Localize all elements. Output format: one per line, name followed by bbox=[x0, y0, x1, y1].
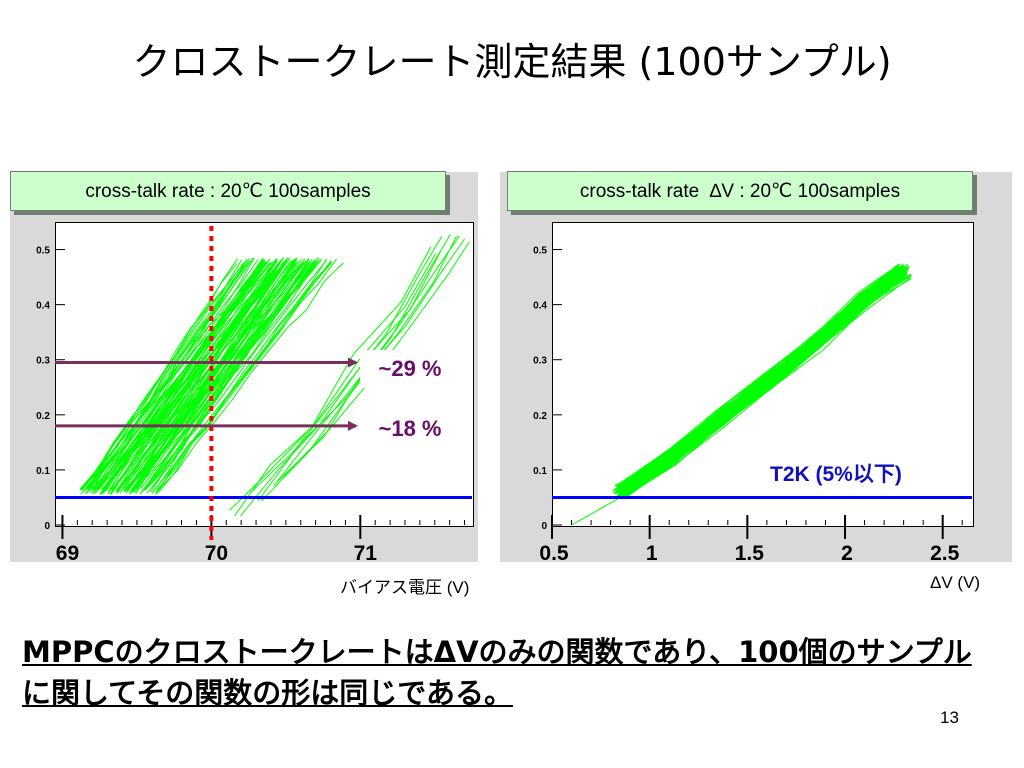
right-sample-curve bbox=[624, 278, 912, 498]
right-y-tick-label: 0 bbox=[541, 521, 547, 532]
right-y-tick-label: 0.1 bbox=[533, 466, 547, 477]
right-x-tick-label: 2 bbox=[841, 542, 853, 565]
left-chart-title: cross-talk rate : 20℃ 100samples bbox=[10, 171, 446, 211]
left-sample-curve bbox=[111, 257, 284, 491]
left-sample-curve bbox=[86, 261, 250, 493]
right-y-tick-label: 0.3 bbox=[533, 356, 547, 367]
left-sample-curve bbox=[152, 258, 338, 493]
left-sample-curve bbox=[150, 258, 310, 493]
right-sample-curve bbox=[619, 276, 905, 499]
annotation-29-percent: ~29 % bbox=[360, 350, 460, 388]
right-x-tick-label: 2.5 bbox=[930, 542, 960, 565]
right-y-tick-label: 0.4 bbox=[533, 301, 547, 312]
annotation-18-percent: ~18 % bbox=[360, 410, 460, 448]
left-x-tick-label: 71 bbox=[354, 542, 378, 565]
right-x-tick-label: 0.5 bbox=[539, 542, 569, 565]
left-y-tick-label: 0.4 bbox=[36, 301, 50, 312]
left-y-tick-label: 0 bbox=[44, 521, 50, 532]
left-sample-curve bbox=[115, 262, 304, 492]
left-y-tick-label: 0.5 bbox=[36, 246, 50, 257]
left-y-tick-label: 0.1 bbox=[36, 466, 50, 477]
left-sample-curve bbox=[79, 261, 267, 490]
left-sample-curve bbox=[80, 262, 263, 495]
left-sample-curve bbox=[156, 261, 332, 490]
conclusion-text: MPPCのクロストークレートはΔVのみの関数であり、100個のサンプルに関してそ… bbox=[22, 635, 972, 710]
left-y-tick-label: 0.2 bbox=[36, 411, 50, 422]
right-y-tick-label: 0.2 bbox=[533, 411, 547, 422]
left-sample-curve bbox=[144, 262, 310, 491]
right-x-tick-label: 1 bbox=[646, 542, 658, 565]
slide-title: クロストークレート測定結果 (100サンプル) bbox=[132, 40, 892, 84]
left-sample-curve bbox=[89, 258, 271, 490]
left-x-axis-label: バイアス電圧 (V) bbox=[340, 578, 470, 597]
right-sample-curve bbox=[617, 265, 902, 487]
left-sample-curve bbox=[131, 263, 296, 491]
left-sample-curve bbox=[158, 262, 344, 491]
left-sample-curve bbox=[130, 260, 319, 492]
page-number: 13 bbox=[940, 708, 959, 727]
left-sample-curve bbox=[124, 259, 294, 490]
right-curves-group bbox=[571, 263, 912, 525]
left-sample-curve bbox=[97, 262, 286, 490]
left-sample-curve bbox=[85, 262, 244, 494]
right-x-axis-label: ΔV (V) bbox=[930, 573, 981, 592]
left-sample-curve bbox=[158, 258, 328, 493]
right-chart-title: cross-talk rate ∆V : 20℃ 100samples bbox=[507, 171, 973, 211]
right-sample-curve bbox=[617, 277, 903, 498]
left-sample-curve bbox=[79, 259, 243, 490]
t2k-threshold-label: T2K (5%以下) bbox=[770, 463, 902, 486]
left-outlier-curve bbox=[229, 246, 432, 511]
right-y-tick-label: 0.5 bbox=[533, 246, 547, 257]
left-sample-curve bbox=[155, 262, 332, 496]
left-sample-curve bbox=[99, 260, 288, 495]
right-x-tick-label: 1.5 bbox=[735, 542, 765, 565]
left-outlier-curve bbox=[240, 251, 441, 517]
left-x-tick-label: 70 bbox=[205, 542, 228, 565]
left-y-tick-label: 0.3 bbox=[36, 356, 50, 367]
left-x-tick-label: 69 bbox=[56, 542, 79, 565]
right-sample-curve bbox=[618, 267, 903, 489]
left-outlier-curve bbox=[234, 253, 436, 517]
left-sample-curve bbox=[109, 259, 266, 495]
left-sample-curve bbox=[90, 262, 275, 490]
